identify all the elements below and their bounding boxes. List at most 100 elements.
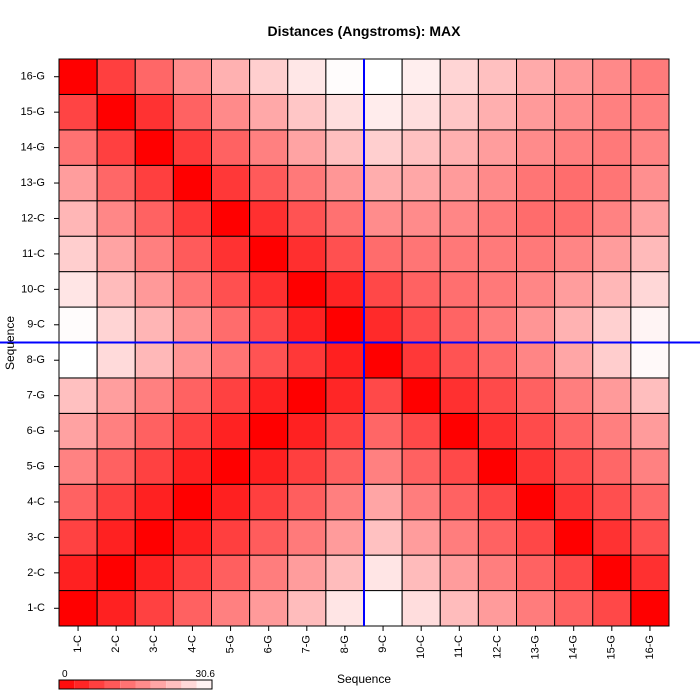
heatmap-cell-3-C-3-C <box>134 519 174 556</box>
x-tick-label: 16-G <box>644 635 656 659</box>
heatmap-cell-6-G-15-G <box>249 93 289 131</box>
heatmap-cell-15-G-9-C <box>592 306 632 343</box>
heatmap-cell-15-G-11-C <box>592 235 632 273</box>
heatmap-cell-14-G-12-C <box>554 200 594 237</box>
x-tick-label: 15-G <box>606 635 618 659</box>
y-tick-label: 3-C <box>27 531 45 543</box>
color-scale-swatch <box>181 680 197 689</box>
color-scale-swatch <box>89 680 105 689</box>
heatmap-cell-9-C-11-C <box>363 235 403 273</box>
heatmap-cell-3-C-12-C <box>134 200 174 237</box>
heatmap-cell-16-G-15-G <box>630 93 670 131</box>
heatmap-cell-1-C-7-G <box>58 377 98 414</box>
heatmap-cell-13-G-16-G <box>516 58 556 95</box>
y-tick-label: 2-C <box>27 567 45 579</box>
heatmap-cell-1-C-6-G <box>58 412 98 450</box>
heatmap-cell-4-C-14-G <box>172 129 213 166</box>
heatmap-cell-7-G-4-C <box>287 483 327 521</box>
heatmap-cell-13-G-8-G <box>516 342 556 379</box>
heatmap-cell-2-C-4-C <box>96 483 136 521</box>
heatmap-cell-16-G-9-C <box>630 306 670 343</box>
color-scale-swatch <box>196 680 212 689</box>
heatmap-cell-4-C-12-C <box>172 200 213 237</box>
heatmap-cell-12-C-1-C <box>477 590 518 627</box>
heatmap-cell-4-C-16-G <box>172 58 213 95</box>
heatmap-cell-2-C-12-C <box>96 200 136 237</box>
heatmap-cell-15-G-7-G <box>592 377 632 414</box>
heatmap-cell-3-C-14-G <box>134 129 174 166</box>
heatmap-cell-8-G-14-G <box>325 129 365 166</box>
x-tick-labels: 1-C 2-C 3-C 4-C 5-G 6-G 7-G 8-G 9-C 10-C 11-C 12-C 1… <box>72 626 656 659</box>
heatmap-cell-10-C-6-G <box>401 412 441 450</box>
heatmap-cell-15-G-15-G <box>592 93 632 131</box>
heatmap-cell-1-C-1-C <box>58 590 98 627</box>
heatmap-cell-7-G-2-C <box>287 554 327 592</box>
y-tick-label: 16-G <box>21 71 45 83</box>
heatmap-cell-14-G-15-G <box>554 93 594 131</box>
x-tick-label: 4-C <box>186 635 198 653</box>
heatmap-cell-1-C-10-C <box>58 271 98 308</box>
heatmap-cell-7-G-15-G <box>287 93 327 131</box>
heatmap-cell-2-C-15-G <box>96 93 136 131</box>
heatmap-cell-5-G-8-G <box>211 342 251 379</box>
heatmap-cell-6-G-3-C <box>249 519 289 556</box>
color-scale-swatch <box>74 680 90 689</box>
heatmap-cell-3-C-9-C <box>134 306 174 343</box>
heatmap-cell-10-C-14-G <box>401 129 441 166</box>
heatmap-cell-10-C-2-C <box>401 554 441 592</box>
heatmap-cell-4-C-6-G <box>172 412 213 450</box>
heatmap-cell-8-G-8-G <box>325 342 365 379</box>
y-tick-labels: 1-C 2-C 3-C 4-C 5-G 6-G 7-G 8-G 9-C 10-C 11-C 12-C 1… <box>21 71 59 614</box>
heatmap-cell-2-C-10-C <box>96 271 136 308</box>
heatmap-cell-16-G-6-G <box>630 412 670 450</box>
heatmap-cell-13-G-12-C <box>516 200 556 237</box>
heatmap-cell-16-G-10-C <box>630 271 670 308</box>
x-tick-label: 5-G <box>224 635 236 653</box>
heatmap-cell-15-G-12-C <box>592 200 632 237</box>
heatmap-cell-5-G-2-C <box>211 554 251 592</box>
y-tick-label: 14-G <box>21 142 45 154</box>
heatmap-cell-9-C-13-G <box>363 164 403 202</box>
x-tick-label: 7-G <box>301 635 313 653</box>
heatmap-cell-3-C-8-G <box>134 342 174 379</box>
heatmap-cell-6-G-14-G <box>249 129 289 166</box>
color-scale-swatch <box>104 680 121 689</box>
heatmap-cell-13-G-2-C <box>516 554 556 592</box>
x-axis-label: Sequence <box>337 672 391 686</box>
heatmap-cell-5-G-3-C <box>211 519 251 556</box>
heatmap-cell-3-C-13-G <box>134 164 174 202</box>
heatmap-cell-10-C-4-C <box>401 483 441 521</box>
heatmap-cell-15-G-8-G <box>592 342 632 379</box>
heatmap-cell-15-G-3-C <box>592 519 632 556</box>
heatmap-cell-15-G-4-C <box>592 483 632 521</box>
heatmap-cell-13-G-6-G <box>516 412 556 450</box>
heatmap-cell-6-G-7-G <box>249 377 289 414</box>
heatmap-cell-15-G-5-G <box>592 448 632 485</box>
heatmap-cell-2-C-16-G <box>96 58 136 95</box>
heatmap-cell-16-G-16-G <box>630 58 670 95</box>
heatmap-cell-1-C-15-G <box>58 93 98 131</box>
heatmap-cell-16-G-1-C <box>630 590 670 627</box>
heatmap-cell-6-G-2-C <box>249 554 289 592</box>
heatmap-cell-4-C-4-C <box>172 483 213 521</box>
color-scale-legend <box>58 679 213 690</box>
heatmap-cell-11-C-9-C <box>439 306 479 343</box>
heatmap-cell-14-G-7-G <box>554 377 594 414</box>
heatmap-cell-6-G-9-C <box>249 306 289 343</box>
heatmap-cell-7-G-1-C <box>287 590 327 627</box>
y-tick-label: 7-G <box>27 390 45 402</box>
heatmap-cell-11-C-3-C <box>439 519 479 556</box>
heatmap-cell-14-G-1-C <box>554 590 594 627</box>
heatmap-cell-11-C-11-C <box>439 235 479 273</box>
heatmap-cell-7-G-12-C <box>287 200 327 237</box>
y-tick-label: 1-C <box>27 602 45 614</box>
heatmap-cell-11-C-5-G <box>439 448 479 485</box>
x-tick-label: 11-C <box>453 635 465 658</box>
x-tick-label: 6-G <box>263 635 275 653</box>
heatmap-cell-15-G-10-C <box>592 271 632 308</box>
heatmap-cell-2-C-13-G <box>96 164 136 202</box>
heatmap-cell-12-C-16-G <box>477 58 518 95</box>
heatmap-cell-12-C-7-G <box>477 377 518 414</box>
heatmap-cell-14-G-14-G <box>554 129 594 166</box>
